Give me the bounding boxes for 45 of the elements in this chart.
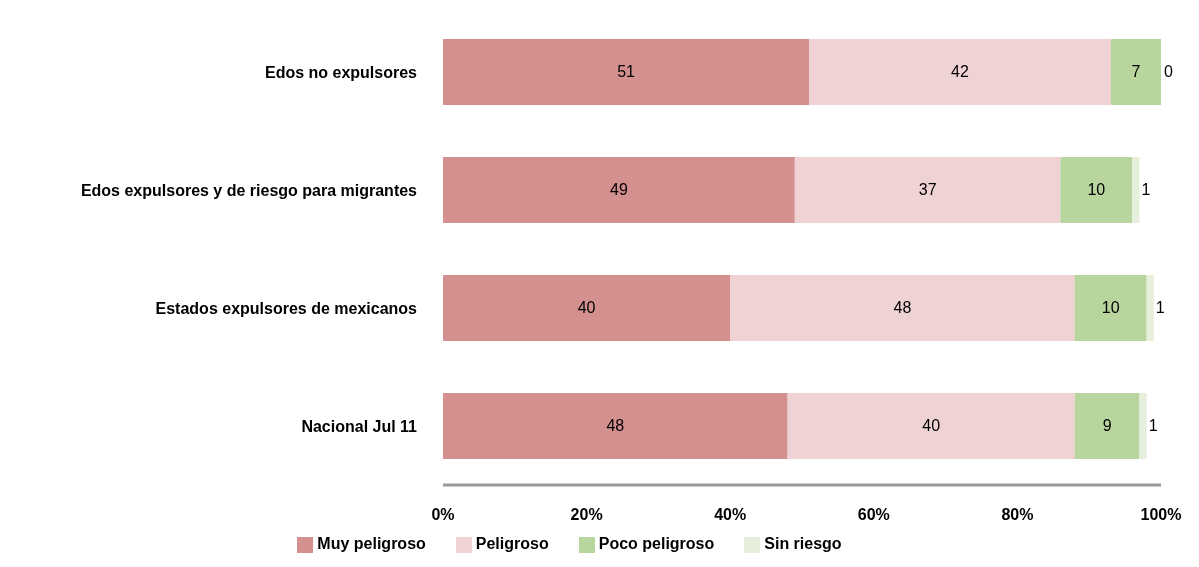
- bar: [787, 392, 1075, 459]
- data-label: 48: [893, 299, 912, 317]
- bar: [1146, 274, 1154, 341]
- data-label: 49: [610, 181, 628, 199]
- bar: [1074, 392, 1140, 459]
- bar: [1110, 38, 1161, 105]
- data-label: 48: [606, 417, 625, 435]
- data-label: 40: [577, 299, 596, 317]
- bar: [1074, 274, 1147, 341]
- legend-label: Muy peligroso: [317, 535, 426, 552]
- data-label: 1: [1148, 417, 1158, 435]
- data-label: 7: [1131, 63, 1141, 81]
- data-label: 1: [1141, 181, 1151, 199]
- x-tick-label: 20%: [570, 506, 603, 524]
- x-tick-label: 0%: [431, 506, 455, 524]
- bar: [730, 274, 1075, 341]
- data-label: 37: [918, 181, 937, 199]
- bar: [443, 156, 795, 223]
- x-tick-label: 60%: [857, 506, 890, 524]
- bar: [443, 274, 731, 341]
- data-label: 40: [922, 417, 941, 435]
- bar: [794, 156, 1061, 223]
- data-label: 9: [1102, 417, 1112, 435]
- bar: [1060, 156, 1133, 223]
- y-tick-label: Estados expulsores de mexicanos: [155, 299, 418, 317]
- y-tick-label: Edos no expulsores: [264, 63, 418, 81]
- bar: [1132, 156, 1140, 223]
- y-tick-label: Edos expulsores y de riesgo para migrantes: [80, 181, 418, 199]
- x-tick-label: 100%: [1140, 506, 1182, 524]
- y-tick-label: Nacional Jul 11: [301, 417, 418, 435]
- x-tick-label: 40%: [714, 506, 747, 524]
- legend-label: Sin riesgo: [764, 535, 842, 552]
- bar: [1139, 392, 1147, 459]
- data-label: 10: [1087, 181, 1106, 199]
- x-tick-label: 80%: [1001, 506, 1034, 524]
- data-label: 51: [617, 63, 636, 81]
- data-label: 10: [1101, 299, 1120, 317]
- legend-label: Poco peligroso: [598, 535, 715, 552]
- data-label: 42: [951, 63, 969, 81]
- bar: [443, 392, 788, 459]
- bar: [443, 38, 810, 105]
- bar: [809, 38, 1111, 105]
- data-label: 0: [1164, 63, 1173, 81]
- legend-label: Peligroso: [475, 535, 549, 552]
- data-label: 1: [1155, 299, 1165, 317]
